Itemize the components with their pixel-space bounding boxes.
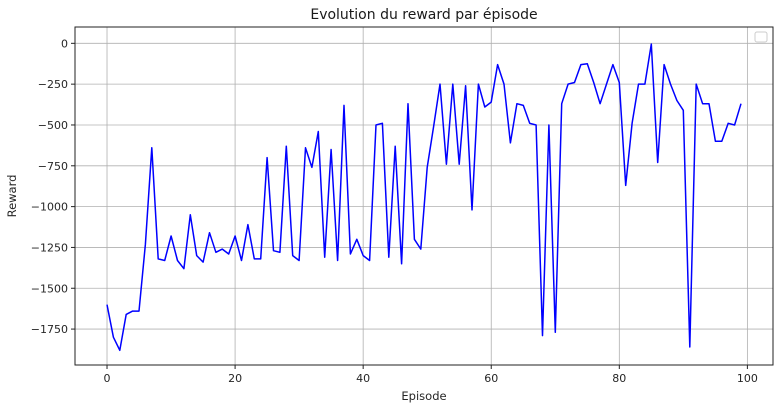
legend-box xyxy=(754,31,768,43)
y-tick-label: −1500 xyxy=(31,282,68,295)
ticks-layer: 0 20 40 60 80 100 0 −250 −500 −750 −1000 −1250 −1500… xyxy=(31,37,758,385)
x-tick-label: 60 xyxy=(484,372,498,385)
y-tick-label: −1000 xyxy=(31,201,68,214)
plot-frame xyxy=(74,26,774,366)
chart-title: Evolution du reward par épisode xyxy=(310,7,537,23)
y-axis-label: Reward xyxy=(5,175,19,218)
x-tick-label: 100 xyxy=(737,372,758,385)
x-tick-label: 40 xyxy=(356,372,370,385)
y-tick-label: −1250 xyxy=(31,241,68,254)
y-tick-label: −500 xyxy=(38,119,68,132)
x-tick-label: 0 xyxy=(104,372,111,385)
x-tick-label: 80 xyxy=(612,372,626,385)
y-tick-label: −1750 xyxy=(31,323,68,336)
series-layer xyxy=(106,43,742,352)
y-tick-label: −750 xyxy=(38,160,68,173)
y-tick-label: 0 xyxy=(61,37,68,50)
y-tick-label: −250 xyxy=(38,78,68,91)
reward-series-line xyxy=(106,43,742,352)
x-axis-label: Episode xyxy=(401,389,446,403)
x-tick-label: 20 xyxy=(228,372,242,385)
